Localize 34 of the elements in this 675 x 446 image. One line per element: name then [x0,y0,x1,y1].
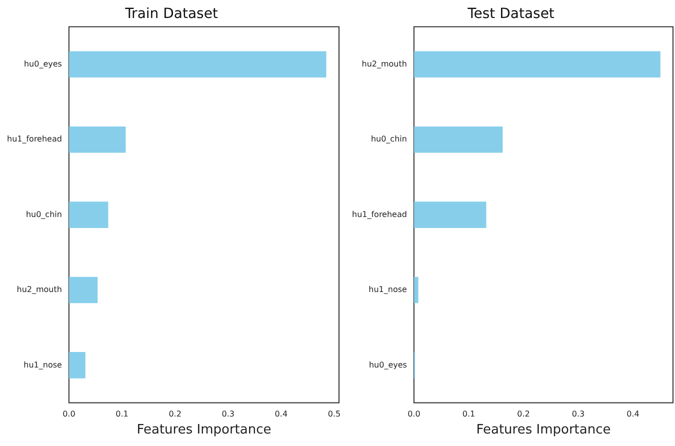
bar [68,202,108,228]
x-tick-label: 0.0 [62,410,76,419]
x-tick-label: 0.2 [517,410,530,419]
bar [414,126,503,153]
x-tick-label: 0.3 [222,410,234,419]
x-axis-title: Features Importance [136,422,272,438]
y-tick-label: hu1_nose [368,285,408,294]
x-tick-label: 0.0 [408,410,420,419]
y-tick-label: hu0_eyes [24,59,62,68]
x-tick-label: 0.3 [572,410,585,419]
y-tick-label: hu1_nose [24,360,62,370]
bar [68,126,126,153]
bar [68,51,326,78]
chart-title: Train Dataset [124,6,218,22]
y-tick-label: hu2_mouth [362,59,407,68]
bar [414,51,660,78]
x-tick-label: 0.4 [274,410,288,419]
y-tick-label: hu0_chin [370,134,407,144]
bar [68,352,86,378]
y-tick-label: hu1_forehead [352,210,407,219]
bar [414,202,486,228]
y-tick-label: hu2_mouth [16,285,62,294]
y-tick-label: hu0_chin [26,210,62,219]
x-tick-label: 0.4 [626,410,640,419]
bar [414,276,418,304]
y-tick-label: hu1_forehead [6,134,62,144]
x-tick-label: 0.5 [328,410,341,419]
x-tick-label: 0.2 [168,410,182,419]
x-tick-label: 0.1 [116,410,128,419]
x-axis-title: Features Importance [476,422,611,438]
x-tick-label: 0.1 [462,410,476,419]
y-tick-label: hu0_eyes [368,360,407,370]
chart-title: Test Dataset [466,6,555,22]
bar [68,276,98,304]
